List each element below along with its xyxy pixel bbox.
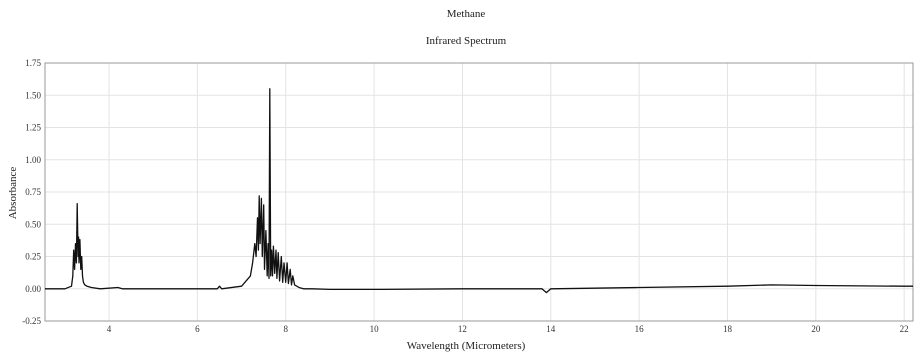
y-axis-label: Absorbance (7, 167, 19, 220)
y-tick-label: 1.00 (25, 155, 41, 165)
x-tick-label: 12 (458, 324, 467, 334)
chart-subtitle: Infrared Spectrum (426, 35, 507, 47)
spectrum-line (45, 88, 913, 294)
chart-title: Methane (447, 8, 486, 20)
y-tick-label: 1.75 (25, 58, 41, 68)
x-tick-label: 22 (900, 324, 909, 334)
y-axis-ticks: -0.25 0.00 0.25 0.50 0.75 1.00 1.25 1.50 1.75 (22, 58, 41, 326)
x-tick-label: 10 (370, 324, 380, 334)
x-tick-label: 20 (811, 324, 821, 334)
y-tick-label: 0.75 (25, 187, 41, 197)
y-tick-label: 1.50 (25, 90, 41, 100)
x-tick-label: 8 (283, 324, 288, 334)
y-tick-label: -0.25 (22, 316, 41, 326)
x-tick-label: 4 (107, 324, 112, 334)
plot-area (45, 88, 913, 294)
x-tick-label: 6 (195, 324, 200, 334)
x-tick-label: 14 (546, 324, 556, 334)
y-tick-label: 0.00 (25, 284, 41, 294)
plot-frame (44, 62, 914, 322)
y-tick-label: 0.25 (25, 252, 41, 262)
y-tick-label: 0.50 (25, 219, 41, 229)
x-tick-label: 18 (723, 324, 733, 334)
x-tick-label: 16 (635, 324, 645, 334)
x-axis-ticks: 4 6 8 10 12 14 16 18 20 22 (107, 324, 909, 334)
x-axis-label: Wavelength (Micrometers) (407, 340, 526, 352)
gridlines (45, 62, 913, 322)
y-tick-label: 1.25 (25, 123, 41, 133)
